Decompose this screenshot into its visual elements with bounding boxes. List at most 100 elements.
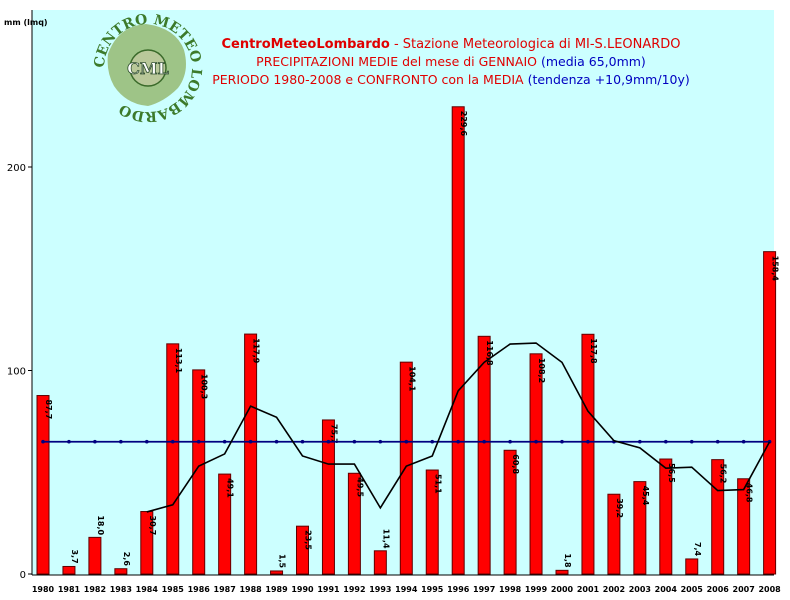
- mean-point: [560, 439, 564, 444]
- x-tick-label: 1996: [447, 585, 470, 594]
- chart-title-line: PRECIPITAZIONI MEDIE del mese di GENNAIO…: [256, 54, 646, 69]
- bar-value-label: 56,5: [667, 463, 676, 483]
- bar-value-label: 113,1: [174, 348, 183, 374]
- bar-value-label: 49,5: [355, 477, 364, 497]
- bar: [373, 550, 387, 575]
- bar: [321, 419, 335, 575]
- bar-value-label: 23,5: [304, 530, 313, 550]
- x-tick-label: 1998: [499, 585, 522, 594]
- bar: [218, 473, 232, 575]
- logo-center-disc: [129, 49, 167, 87]
- bar: [425, 469, 439, 575]
- bar: [607, 493, 621, 575]
- bar: [244, 333, 258, 575]
- x-tick-label: 1997: [473, 585, 495, 594]
- bar-value-label: 56,2: [719, 464, 728, 484]
- mean-point: [430, 439, 435, 444]
- bar: [296, 525, 309, 575]
- x-tick-label: 1987: [214, 585, 236, 594]
- mean-point: [326, 439, 331, 444]
- bar-value-label: 2,6: [122, 552, 131, 567]
- bar-value-label: 49,1: [226, 478, 235, 498]
- x-tick-label: 2001: [577, 585, 600, 594]
- bar-value-label: 117,8: [589, 338, 598, 364]
- mean-point: [741, 439, 746, 444]
- x-axis: 1980 1981 1982 1983 1984 1985 1986 1987 1988 1989…: [32, 574, 781, 594]
- chart-titles: CentroMeteoLombardo - Stazione Meteorolo…: [212, 37, 690, 87]
- y-axis: 0 100 200: [7, 10, 33, 581]
- x-tick-label: 1994: [395, 585, 418, 594]
- bar: [192, 369, 206, 575]
- mean-point: [482, 439, 486, 444]
- x-tick-label: 1986: [188, 585, 211, 594]
- y-tick-label: 100: [7, 367, 26, 378]
- chart-title-line: CentroMeteoLombardo - Stazione Meteorolo…: [221, 37, 680, 52]
- bar: [529, 353, 543, 575]
- title-segment: PRECIPITAZIONI MEDIE del mese di GENNAIO: [256, 54, 541, 69]
- bar-value-label: 158,4: [771, 256, 780, 282]
- mean-point: [378, 439, 383, 444]
- y-tick-label: 200: [7, 163, 26, 174]
- x-tick-label: 2005: [681, 585, 704, 594]
- title-segment: - Stazione Meteorologica di MI-S.LEONARD…: [390, 37, 681, 52]
- bar-value-label: 3,7: [70, 549, 79, 563]
- x-tick-label: 1989: [265, 585, 288, 594]
- bar-value-label: 117,9: [252, 338, 261, 364]
- x-tick-label: 2007: [733, 585, 755, 594]
- title-segment: (media 65,0mm): [541, 54, 646, 69]
- bar-value-label: 60,8: [511, 454, 520, 474]
- mean-point: [222, 439, 227, 444]
- y-axis-label: mm (lmq): [4, 18, 48, 27]
- bar: [88, 536, 102, 575]
- logo-center-text: CML: [127, 59, 169, 78]
- mean-point: [456, 439, 461, 444]
- x-tick-label: 1995: [421, 585, 444, 594]
- x-tick-label: 1991: [317, 585, 340, 594]
- bar: [451, 106, 465, 575]
- bar: [659, 458, 673, 575]
- bar-series: [36, 106, 777, 575]
- bar: [633, 481, 647, 575]
- y-tick-label: 0: [20, 570, 26, 581]
- mean-point: [196, 439, 201, 444]
- bar: [347, 472, 361, 575]
- x-tick-label: 2006: [707, 585, 730, 594]
- x-tick-label: 1983: [110, 585, 132, 594]
- mean-point: [67, 439, 71, 444]
- mean-point: [248, 439, 253, 444]
- mean-point: [274, 439, 279, 444]
- bar: [114, 568, 128, 575]
- x-tick-label: 2002: [603, 585, 625, 594]
- x-tick-label: 2000: [551, 585, 574, 594]
- bar-value-label: 51,1: [433, 474, 442, 494]
- mean-point: [170, 439, 175, 444]
- bar-value-label: 1,5: [278, 554, 287, 569]
- x-tick-label: 1993: [369, 585, 391, 594]
- bar-value-label: 11,4: [381, 529, 390, 549]
- mean-point: [41, 439, 45, 444]
- x-tick-label: 1984: [136, 585, 159, 594]
- bar: [555, 569, 569, 575]
- bar: [36, 395, 50, 575]
- bar-value-label: 116,8: [485, 340, 494, 366]
- bar: [62, 565, 76, 575]
- bar-value-label: 18,0: [96, 515, 105, 535]
- bar-value-label: 104,1: [407, 366, 416, 392]
- moving-average-line: [146, 342, 771, 513]
- mean-point: [119, 439, 123, 444]
- bar-value-label: 39,2: [615, 498, 624, 518]
- title-segment: CentroMeteoLombardo: [221, 37, 389, 52]
- mean-point: [638, 439, 642, 444]
- bar-value-label: 87,7: [44, 400, 53, 420]
- x-tick-label: 2003: [629, 585, 651, 594]
- mean-point: [508, 439, 512, 444]
- bar-value-labels: 87,7 3,7 18,0 2,6 30,7 113,1 100,3 49,1 117,9 1,5…: [44, 111, 780, 569]
- mean-point: [586, 439, 590, 444]
- x-tick-label: 2008: [758, 585, 781, 594]
- bar: [763, 251, 777, 575]
- bar: [503, 449, 517, 575]
- x-tick-label: 1981: [58, 585, 81, 594]
- x-tick-label: 2004: [655, 585, 678, 594]
- x-tick-label: 1988: [239, 585, 262, 594]
